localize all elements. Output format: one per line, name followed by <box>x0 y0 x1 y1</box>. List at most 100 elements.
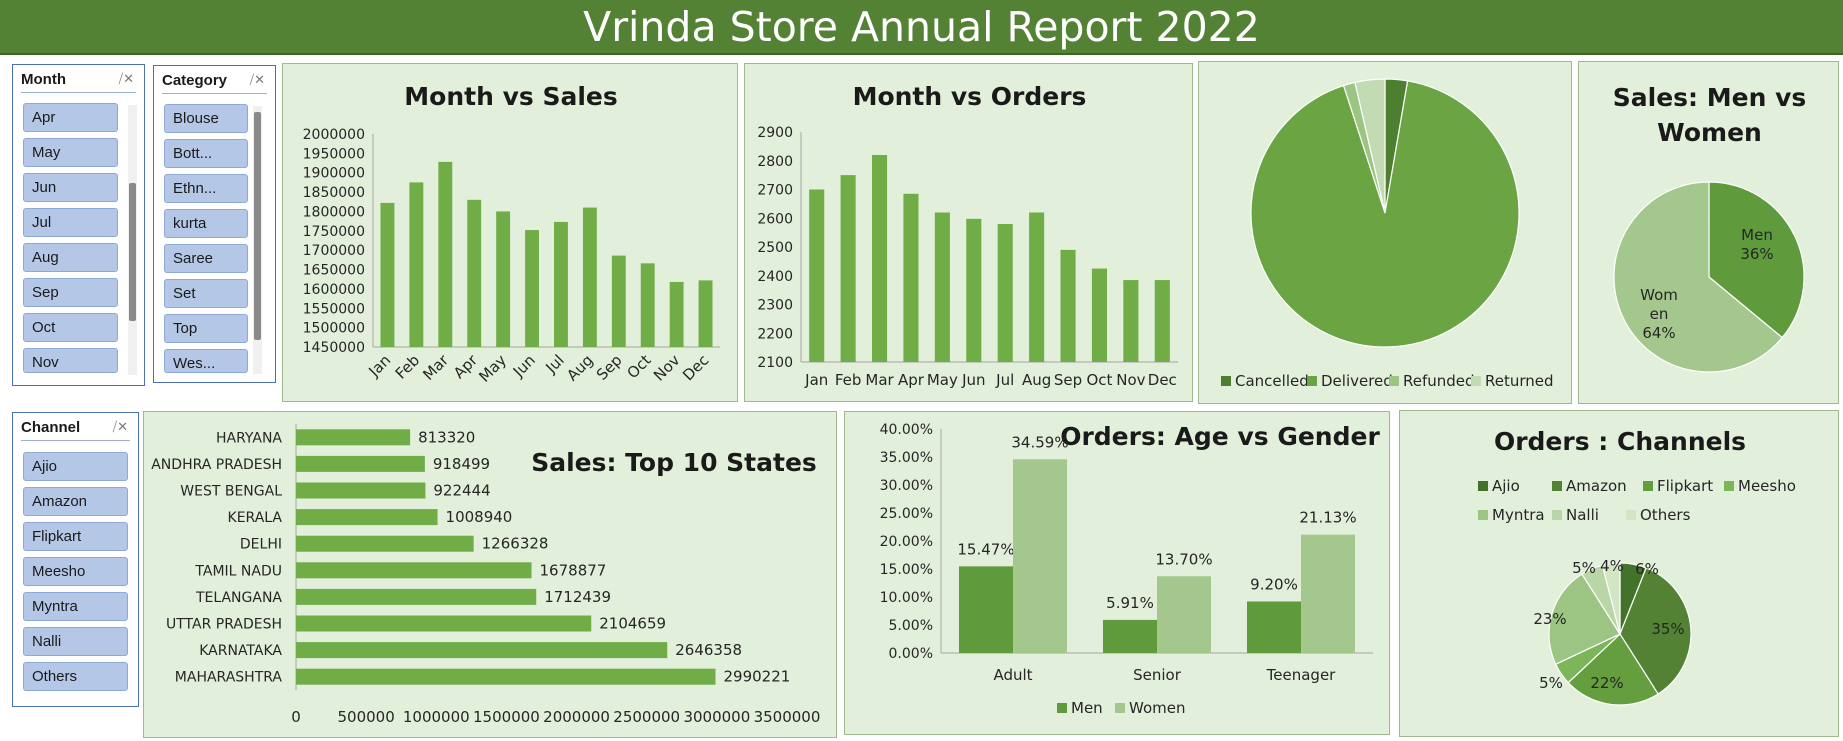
x-tick-label: Jul <box>995 371 1014 389</box>
slicer-item-category[interactable]: Top <box>164 314 248 343</box>
bar <box>1103 619 1157 653</box>
slicer-item-channel[interactable]: Ajio <box>23 452 128 481</box>
x-tick-label: Jun <box>509 351 539 381</box>
slicer-item-channel[interactable]: Amazon <box>23 487 128 516</box>
x-tick-label: Oct <box>1086 371 1112 389</box>
legend-label: Flipkart <box>1657 477 1713 495</box>
slicer-item-channel[interactable]: Meesho <box>23 557 128 586</box>
clear-filter-icon[interactable]: ⧸✕ <box>112 419 128 434</box>
bar <box>1029 212 1045 362</box>
x-tick-label: Sep <box>593 351 626 384</box>
bar <box>296 642 668 659</box>
slicer-item-month[interactable]: Nov <box>23 348 118 373</box>
slicer-item-category[interactable]: Bott... <box>164 139 248 168</box>
slicer-item-month[interactable]: Oct <box>23 313 118 342</box>
y-tick-label: 1950000 <box>303 146 365 162</box>
y-tick-label: 0.00% <box>889 646 933 662</box>
category-slicer-title: Category <box>162 72 228 89</box>
slicer-item-month[interactable]: Aug <box>23 243 118 272</box>
x-tick-label: Sep <box>1054 371 1082 389</box>
slicer-item-category[interactable]: Set <box>164 279 248 308</box>
clear-filter-icon[interactable]: ⧸✕ <box>118 71 134 86</box>
legend-label: Cancelled <box>1235 372 1309 390</box>
slicer-item-month[interactable]: May <box>23 138 118 167</box>
x-tick-label: Apr <box>898 371 925 389</box>
y-tick-label: 35.00% <box>880 450 933 466</box>
legend-label: Amazon <box>1566 477 1627 495</box>
data-label: 21.13% <box>1299 509 1356 527</box>
scrollbar-thumb[interactable] <box>129 183 136 321</box>
legend-swatch <box>1478 510 1488 520</box>
slicer-item-channel[interactable]: Myntra <box>23 592 128 621</box>
bar <box>525 230 539 347</box>
bar <box>840 175 856 362</box>
x-tick-label: Dec <box>679 351 712 384</box>
data-label: 64% <box>1642 324 1675 342</box>
month-sales-chart: 2000000 1950000 1900000 1850000 1800000 17500… <box>303 127 720 386</box>
slicer-item-month[interactable]: Apr <box>23 103 118 132</box>
slicer-item-month[interactable]: Jul <box>23 208 118 237</box>
y-tick-label: 2500 <box>757 240 793 256</box>
x-tick-label: 3500000 <box>754 708 821 726</box>
bar <box>809 189 825 362</box>
x-tick-label: Aug <box>563 351 596 384</box>
y-tick-label: 1450000 <box>303 340 365 356</box>
bar <box>872 155 888 362</box>
y-tick-label: 1900000 <box>303 166 365 182</box>
y-tick-label: WEST BENGAL <box>180 484 282 500</box>
slicer-item-category[interactable]: kurta <box>164 209 248 238</box>
data-label: 922444 <box>433 482 490 500</box>
slicer-item-category[interactable]: Blouse <box>164 104 248 133</box>
chart-title: Month vs Sales <box>404 82 618 111</box>
y-tick-label: 15.00% <box>880 562 933 578</box>
x-tick-label: Senior <box>1133 666 1182 684</box>
bar <box>296 615 592 632</box>
data-label: 1266328 <box>482 535 549 553</box>
scrollbar-thumb[interactable] <box>254 112 261 340</box>
legend-swatch <box>1552 481 1562 491</box>
x-tick-label: Mar <box>865 371 894 389</box>
legend-swatch <box>1389 376 1399 386</box>
legend-swatch <box>1552 510 1562 520</box>
bar <box>1247 601 1301 653</box>
slicer-item-category[interactable]: Saree <box>164 244 248 273</box>
x-tick-label: Adult <box>993 666 1032 684</box>
slicer-item-channel[interactable]: Nalli <box>23 627 128 656</box>
y-tick-label: 25.00% <box>880 506 933 522</box>
y-tick-label: 2300 <box>757 298 793 314</box>
slicer-item-channel[interactable]: Others <box>23 662 128 691</box>
x-tick-label: May <box>927 371 958 389</box>
legend-label: Ajio <box>1492 477 1520 495</box>
slicer-item-month[interactable]: Jun <box>23 173 118 202</box>
x-tick-label: 2000000 <box>543 708 610 726</box>
legend-label: Men <box>1071 699 1103 717</box>
clear-filter-icon[interactable]: ⧸✕ <box>249 72 265 87</box>
chart-title: Month vs Orders <box>852 82 1087 111</box>
category-slicer-scrollbar[interactable] <box>253 106 262 374</box>
y-tick-label: DELHI <box>240 537 282 553</box>
bar <box>496 211 511 347</box>
chart-title: Orders : Channels <box>1493 427 1747 456</box>
legend-swatch <box>1221 376 1231 386</box>
slicer-item-channel[interactable]: Flipkart <box>23 522 128 551</box>
y-tick-label: 10.00% <box>880 590 933 606</box>
data-label: 36% <box>1740 245 1773 263</box>
x-tick-label: 1000000 <box>403 708 470 726</box>
data-label: Wom <box>1640 286 1678 304</box>
bar <box>611 255 626 347</box>
legend-label: Women <box>1129 699 1185 717</box>
legend-swatch <box>1626 510 1636 520</box>
bar <box>296 482 426 499</box>
x-tick-label: 500000 <box>338 708 395 726</box>
data-label: 5.91% <box>1106 594 1154 612</box>
slicer-item-month[interactable]: Sep <box>23 278 118 307</box>
slicer-item-category[interactable]: Wes... <box>164 349 248 373</box>
bar <box>438 161 453 347</box>
month-slicer-scrollbar[interactable] <box>128 105 137 375</box>
bar <box>903 193 919 362</box>
slicer-item-category[interactable]: Ethn... <box>164 174 248 203</box>
top-states-panel: Sales: Top 10 States HARYANA 813320 ANDHRA… <box>143 411 837 738</box>
x-tick-label: Nov <box>650 351 684 385</box>
x-tick-label: Jan <box>804 371 828 389</box>
bar <box>296 668 716 685</box>
